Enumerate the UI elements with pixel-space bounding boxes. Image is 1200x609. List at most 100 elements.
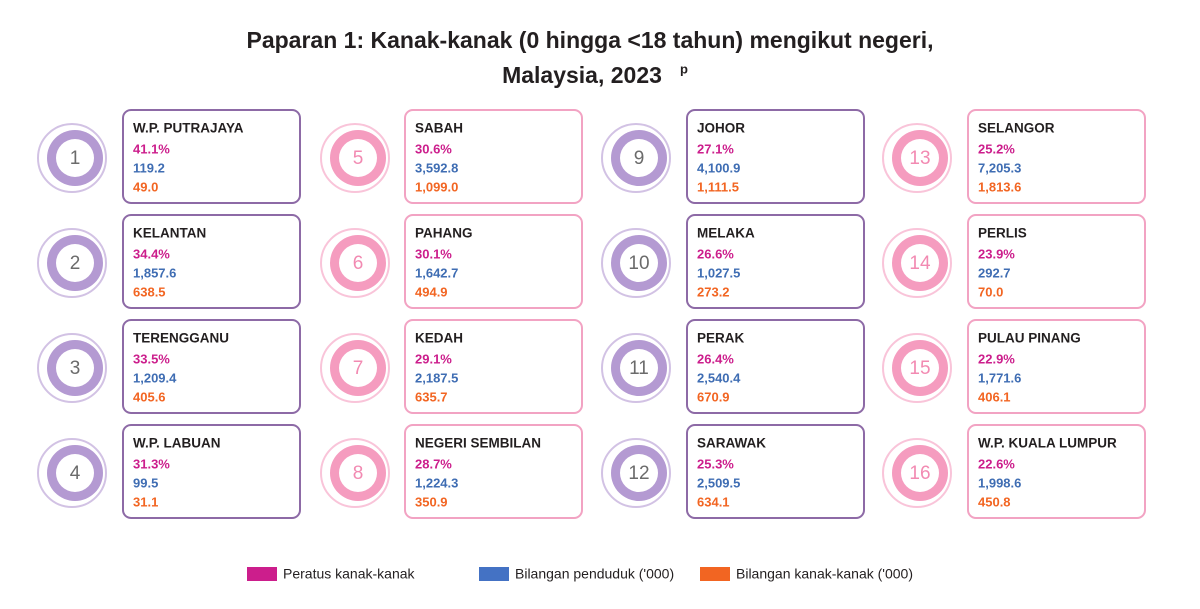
population: 1,998.6: [978, 475, 1021, 490]
state-box: [967, 109, 1146, 204]
rank-inner: [339, 244, 377, 282]
rank-ring: [37, 228, 107, 298]
percent: 26.4%: [697, 351, 734, 366]
rank-ring: [882, 228, 952, 298]
state-name: PAHANG: [415, 226, 473, 241]
percent: 30.1%: [415, 246, 452, 261]
rank-inner: [620, 349, 658, 387]
state-box: [122, 214, 301, 309]
rank-inner: [56, 454, 94, 492]
state-name: NEGERI SEMBILAN: [415, 436, 541, 451]
rank-inner: [56, 244, 94, 282]
legend-swatch: [479, 567, 509, 581]
rank-ring: [320, 333, 390, 403]
rank-ring: [320, 123, 390, 193]
population: 119.2: [133, 160, 165, 175]
children: 70.0: [978, 284, 1003, 299]
legend-label: Bilangan kanak-kanak ('000): [736, 566, 913, 582]
children: 405.6: [133, 389, 166, 404]
rank-number: 8: [353, 463, 364, 484]
state-box: [404, 109, 583, 204]
rank-number: 15: [909, 358, 930, 379]
state-name: W.P. PUTRAJAYA: [133, 121, 244, 136]
population: 2,540.4: [697, 370, 741, 385]
legend-label: Peratus kanak-kanak: [283, 566, 416, 582]
rank-ring: [882, 123, 952, 193]
state-box: [404, 424, 583, 519]
rank-number: 16: [909, 463, 930, 484]
state-name: MELAKA: [697, 226, 755, 241]
rank-inner: [620, 244, 658, 282]
children: 670.9: [697, 389, 730, 404]
rank-number: 14: [909, 253, 931, 274]
rank-number: 3: [70, 358, 81, 379]
legend-swatch: [700, 567, 730, 581]
rank-inner: [56, 139, 94, 177]
children: 635.7: [415, 389, 448, 404]
children: 1,813.6: [978, 179, 1021, 194]
rank-number: 11: [629, 358, 649, 379]
rank-ring: [882, 333, 952, 403]
rank-ring: [320, 228, 390, 298]
rank-number: 5: [353, 148, 364, 169]
rank-ring: [601, 333, 671, 403]
percent: 25.2%: [978, 141, 1015, 156]
state-name: PULAU PINANG: [978, 331, 1081, 346]
percent: 41.1%: [133, 141, 170, 156]
population: 2,509.5: [697, 475, 740, 490]
rank-number: 1: [70, 148, 81, 169]
rank-number: 7: [353, 358, 364, 379]
children: 494.9: [415, 284, 448, 299]
rank-number: 6: [353, 253, 364, 274]
children: 273.2: [697, 284, 730, 299]
population: 1,642.7: [415, 265, 458, 280]
population: 292.7: [978, 265, 1011, 280]
rank-ring: [601, 123, 671, 193]
percent: 31.3%: [133, 456, 170, 471]
rank-inner: [901, 349, 939, 387]
percent: 27.1%: [697, 141, 734, 156]
children: 1,111.5: [697, 179, 739, 194]
population: 1,209.4: [133, 370, 177, 385]
rank-inner: [339, 349, 377, 387]
state-name: JOHOR: [697, 121, 745, 136]
percent: 22.6%: [978, 456, 1015, 471]
rank-number: 4: [70, 463, 81, 484]
percent: 25.3%: [697, 456, 734, 471]
state-name: KEDAH: [415, 331, 463, 346]
state-box: [122, 109, 301, 204]
state-box: [122, 319, 301, 414]
population: 1,771.6: [978, 370, 1021, 385]
state-name: SELANGOR: [978, 121, 1055, 136]
percent: 33.5%: [133, 351, 170, 366]
title-line: Paparan 1: Kanak-kanak (0 hingga <18 tah…: [247, 27, 934, 53]
state-box: [967, 214, 1146, 309]
rank-inner: [901, 244, 939, 282]
children: 31.1: [133, 494, 158, 509]
rank-ring: [37, 438, 107, 508]
rank-ring: [320, 438, 390, 508]
rank-ring: [37, 123, 107, 193]
percent: 30.6%: [415, 141, 452, 156]
population: 1,224.3: [415, 475, 458, 490]
rank-number: 10: [628, 253, 649, 274]
children: 450.8: [978, 494, 1011, 509]
state-name: SABAH: [415, 121, 463, 136]
rank-ring: [601, 228, 671, 298]
percent: 34.4%: [133, 246, 170, 261]
state-box: [404, 319, 583, 414]
population: 1,857.6: [133, 265, 176, 280]
state-box: [686, 109, 865, 204]
percent: 23.9%: [978, 246, 1015, 261]
state-box: [686, 214, 865, 309]
state-name: SARAWAK: [697, 436, 766, 451]
children: 49.0: [133, 179, 158, 194]
rank-number: 12: [628, 463, 649, 484]
percent: 29.1%: [415, 351, 452, 366]
state-box: [404, 214, 583, 309]
rank-number: 2: [70, 253, 81, 274]
rank-ring: [882, 438, 952, 508]
rank-inner: [56, 349, 94, 387]
population: 3,592.8: [415, 160, 458, 175]
